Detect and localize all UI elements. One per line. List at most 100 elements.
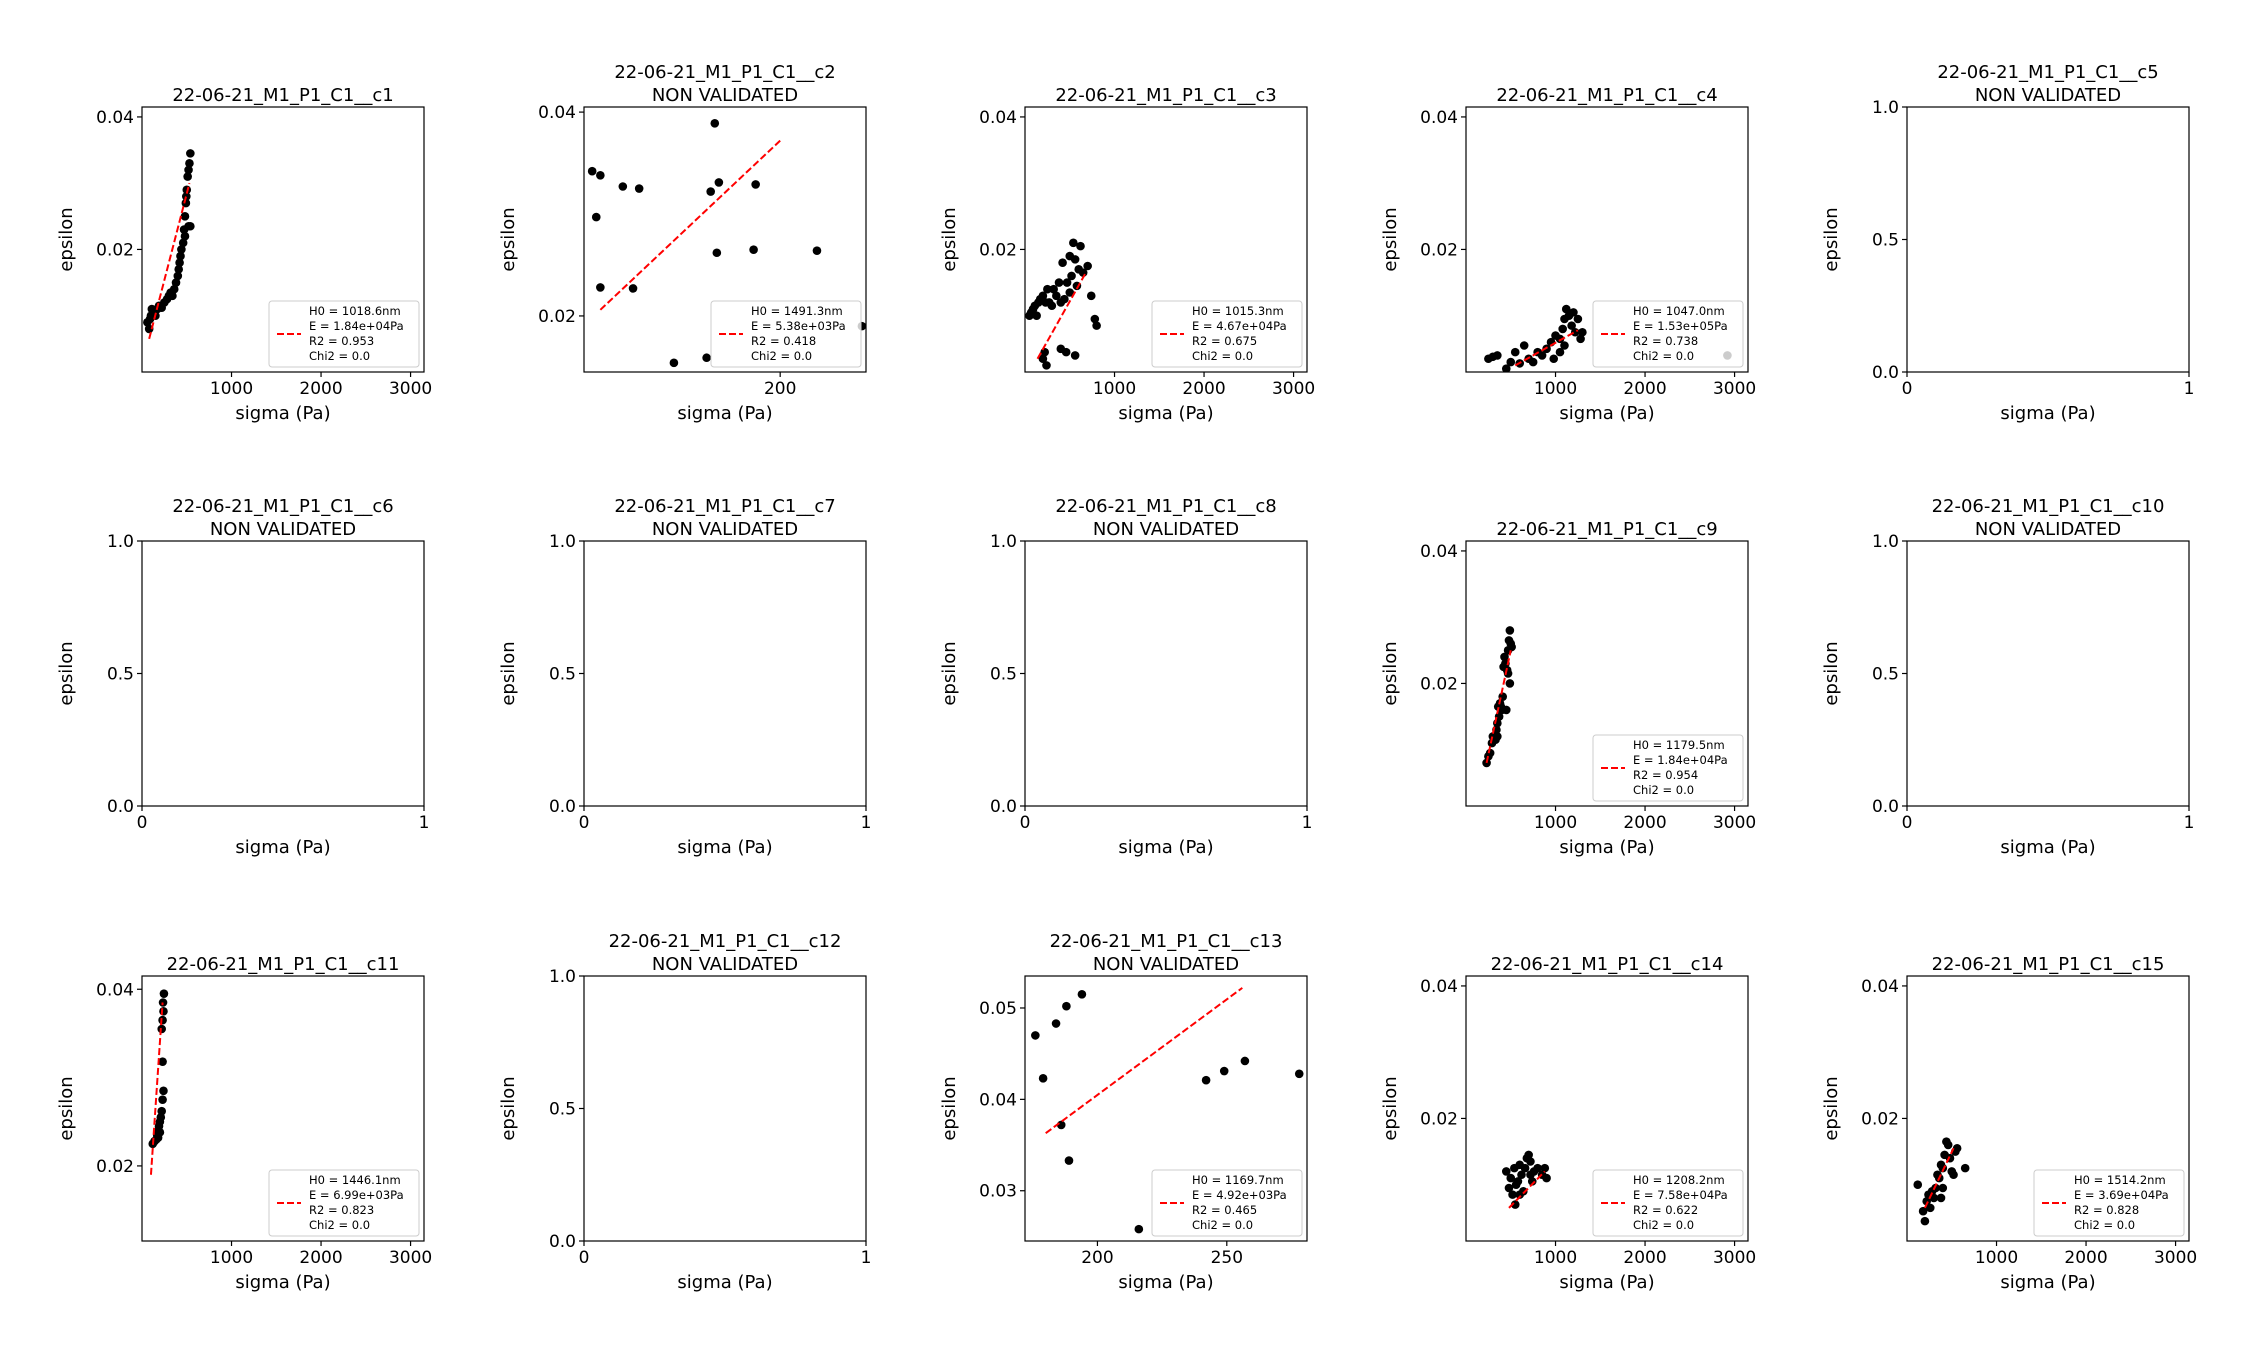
plot-area [143, 149, 195, 340]
data-point [1578, 327, 1587, 337]
data-point [1049, 284, 1058, 294]
chart-title: 22-06-21_M1_P1_C1__c5 [1937, 62, 2158, 83]
data-point [1949, 1170, 1958, 1180]
data-point [1482, 758, 1491, 768]
subplot: 1000 2000 3000 0.02 0.04 sigma (Pa) epsilon 22-… [939, 85, 1315, 424]
axes-frame [141, 106, 425, 373]
data-point [714, 178, 724, 187]
x-tick-label: 2000 [299, 379, 342, 399]
x-tick-label: 1000 [1534, 813, 1577, 833]
data-point [1515, 1190, 1525, 1199]
legend-text: H0 = 1446.1nm [309, 1173, 401, 1187]
data-point [1506, 1173, 1516, 1183]
data-point [1510, 347, 1520, 357]
data-point [1501, 364, 1511, 372]
legend-text: H0 = 1179.5nm [1633, 738, 1725, 752]
data-point [706, 187, 715, 196]
chart-subtitle: NON VALIDATED [1975, 519, 2121, 540]
data-point [1576, 334, 1585, 344]
x-axis-label: sigma (Pa) [677, 837, 772, 858]
data-point [1925, 1203, 1935, 1213]
data-point [1042, 361, 1051, 370]
x-axis-label: sigma (Pa) [2000, 837, 2095, 858]
plot-area [148, 989, 169, 1175]
chart-title: 22-06-21_M1_P1_C1__c15 [1932, 954, 2165, 975]
axes-frame [141, 540, 425, 807]
data-point [702, 353, 711, 363]
legend-text: Chi2 = 0.0 [1192, 1218, 1253, 1232]
data-point [1505, 679, 1515, 688]
data-point [1528, 357, 1538, 367]
plot-area [1031, 987, 1304, 1234]
chart-title: 22-06-21_M1_P1_C1__c10 [1932, 496, 2165, 517]
y-axis-label: epsilon [56, 1076, 77, 1140]
legend-text: E = 7.58e+04Pa [1633, 1188, 1728, 1202]
axes-frame [583, 540, 867, 807]
chart-title: 22-06-21_M1_P1_C1__c6 [172, 496, 393, 517]
data-point [1076, 241, 1085, 251]
fit-line [149, 1002, 164, 1175]
legend-text: Chi2 = 0.0 [309, 1218, 370, 1232]
x-tick-label: 0 [1020, 813, 1031, 833]
data-point [1507, 642, 1516, 652]
data-point [1090, 314, 1100, 324]
chart-subtitle: NON VALIDATED [1093, 954, 1239, 975]
subplot: 200 0.02 0.04 sigma (Pa) epsilon 22-06-21_M1_… [498, 62, 867, 424]
chart-title: 22-06-21_M1_P1_C1__c3 [1055, 85, 1276, 106]
x-tick-label: 2000 [1623, 1248, 1666, 1268]
data-point [1051, 1019, 1061, 1028]
data-point [751, 180, 760, 189]
x-axis-label: sigma (Pa) [1118, 837, 1213, 858]
legend-text: H0 = 1169.7nm [1192, 1173, 1284, 1187]
data-point [1052, 291, 1061, 301]
x-axis-label: sigma (Pa) [1118, 403, 1213, 424]
data-point [171, 278, 181, 287]
y-tick-label: 0.04 [1420, 977, 1458, 997]
axes-frame [1465, 106, 1749, 373]
y-tick-label: 0.04 [979, 1090, 1017, 1110]
data-point [1555, 347, 1565, 357]
fit-line [1036, 272, 1087, 360]
legend-text: R2 = 0.953 [309, 334, 374, 348]
data-point [669, 358, 679, 368]
x-axis-label: sigma (Pa) [235, 837, 330, 858]
legend-box [1592, 1169, 1744, 1237]
data-point [1922, 1196, 1931, 1206]
data-point [1062, 278, 1072, 287]
y-tick-label: 0.5 [1872, 231, 1899, 251]
x-axis-label: sigma (Pa) [1559, 837, 1654, 858]
data-point [1501, 1167, 1511, 1176]
chart-title: 22-06-21_M1_P1_C1__c8 [1055, 496, 1276, 517]
data-point [1493, 351, 1502, 360]
y-tick-label: 0.02 [538, 307, 576, 327]
chart-title: 22-06-21_M1_P1_C1__c9 [1496, 519, 1717, 540]
data-point [1031, 1031, 1040, 1040]
x-axis-label: sigma (Pa) [2000, 403, 2095, 424]
data-point [1134, 1224, 1144, 1234]
plot-area [1025, 238, 1101, 370]
subplot: 0 1 0.0 0.5 1.0 sigma (Pa) epsilon 22-06-21_M1_… [498, 931, 871, 1293]
x-axis-label: sigma (Pa) [677, 1272, 772, 1293]
axes-frame [583, 106, 867, 373]
x-axis-label: sigma (Pa) [235, 403, 330, 424]
axes-frame [1024, 106, 1308, 373]
y-tick-label: 0.04 [1420, 542, 1458, 562]
data-point [1294, 1069, 1304, 1079]
y-axis-label: epsilon [1380, 641, 1401, 705]
x-tick-label: 250 [1211, 1248, 1243, 1268]
x-axis-label: sigma (Pa) [235, 1272, 330, 1293]
x-tick-label: 3000 [389, 1248, 432, 1268]
y-axis-label: epsilon [939, 1076, 960, 1140]
x-tick-label: 3000 [2154, 1248, 2197, 1268]
legend-text: E = 1.84e+04Pa [309, 319, 404, 333]
data-point [1060, 294, 1069, 304]
legend-text: E = 3.69e+04Pa [2074, 1188, 2169, 1202]
y-axis-label: epsilon [56, 641, 77, 705]
x-axis-label: sigma (Pa) [677, 403, 772, 424]
y-tick-label: 0.02 [96, 240, 134, 260]
chart-subtitle: NON VALIDATED [210, 519, 356, 540]
data-point [596, 170, 605, 180]
legend-text: H0 = 1514.2nm [2074, 1173, 2166, 1187]
y-tick-label: 0.04 [538, 103, 576, 123]
